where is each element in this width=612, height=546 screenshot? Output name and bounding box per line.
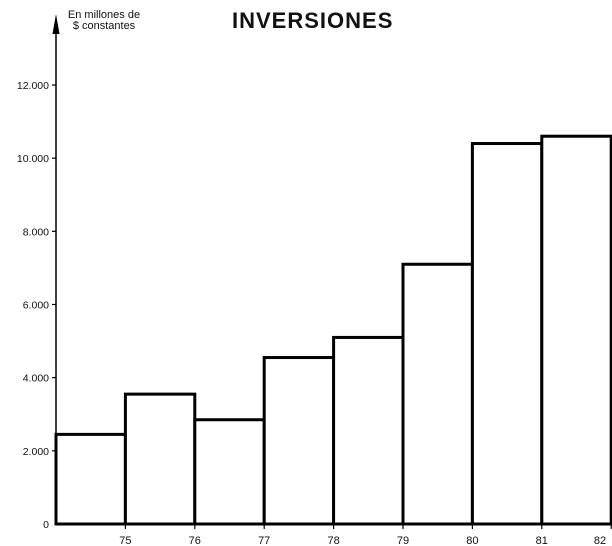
x-tick-label: 79 <box>397 535 409 546</box>
bar-3 <box>193 418 266 526</box>
bar-2 <box>123 392 197 526</box>
x-tick-label: 78 <box>327 535 339 546</box>
x-tick-label: 82 <box>594 535 606 546</box>
y-tick-label: 0 <box>43 519 49 531</box>
x-tick-label: 75 <box>119 535 131 546</box>
x-ticks-group: 75 76 77 78 79 80 81 82 <box>119 524 612 546</box>
y-tick-label: 12.000 <box>17 80 49 92</box>
y-tick-label: 8.000 <box>23 226 49 238</box>
bar-7 <box>470 142 544 526</box>
y-axis-arrow-icon <box>52 14 60 34</box>
y-axis-label-line-1: En millones de <box>67 9 141 21</box>
y-ticks-group: 0 2.000 4.000 6.000 8.000 10.000 12.000 <box>17 80 56 531</box>
y-tick-label: 6.000 <box>23 300 49 312</box>
bars-group <box>54 134 612 526</box>
x-tick-label: 80 <box>466 535 478 546</box>
x-tick-label: 77 <box>258 535 270 546</box>
y-tick-label: 4.000 <box>23 373 49 385</box>
bar-5 <box>332 335 405 526</box>
x-tick-label: 81 <box>536 535 548 546</box>
y-axis-label-line-2: $ constantes <box>72 20 136 32</box>
x-tick-label: 76 <box>189 535 201 546</box>
y-tick-label: 10.000 <box>17 153 49 165</box>
chart-title: INVERSIONES <box>232 8 394 33</box>
bar-8 <box>540 134 612 526</box>
bar-6 <box>401 262 474 526</box>
bar-1 <box>54 432 127 526</box>
bar-4 <box>262 356 336 526</box>
y-tick-label: 2.000 <box>23 446 49 458</box>
y-axis-label: En millones de $ constantes <box>60 10 148 32</box>
